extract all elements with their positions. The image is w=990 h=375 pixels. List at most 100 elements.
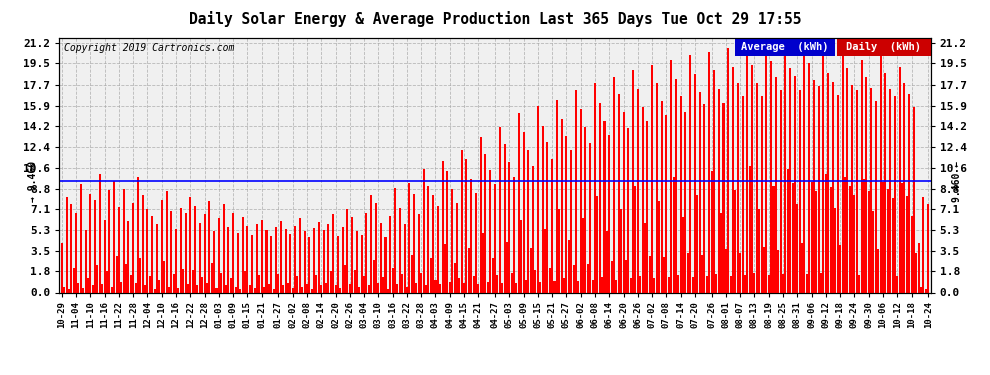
Bar [672,177,674,292]
Bar [758,209,760,292]
Bar [843,177,845,292]
Bar [882,182,884,292]
Bar [587,264,589,292]
Bar [582,219,584,292]
Bar [594,83,596,292]
Bar [680,96,682,292]
Bar [77,283,79,292]
Bar [328,224,330,292]
Bar [867,192,870,292]
Bar [194,206,196,292]
Bar [106,272,108,292]
Bar [653,278,655,292]
Bar [108,190,111,292]
Bar [865,78,867,292]
Bar [658,201,660,292]
Bar [330,272,332,292]
Bar [335,285,337,292]
Bar [928,204,930,292]
Bar [918,243,920,292]
Bar [394,188,396,292]
Bar [544,229,546,292]
Bar [401,274,403,292]
Bar [287,283,289,292]
Bar [346,209,348,292]
Bar [248,285,250,292]
Bar [611,261,613,292]
Bar [735,190,737,292]
Bar [382,277,384,292]
Bar [228,227,230,292]
Bar [699,92,701,292]
Bar [775,78,777,292]
Bar [453,263,455,292]
Bar [128,221,130,292]
Bar [430,258,432,292]
Bar [425,285,427,292]
Bar [851,84,853,292]
Bar [855,90,857,292]
Bar [147,209,148,292]
Bar [606,231,608,292]
Bar [570,150,572,292]
Bar [163,261,165,292]
Bar [360,235,362,292]
Bar [408,183,410,292]
Bar [872,211,874,292]
Bar [458,278,460,292]
Bar [555,100,558,292]
Bar [356,231,358,292]
Bar [311,289,313,292]
Bar [70,204,72,292]
Bar [725,249,727,292]
Bar [304,231,306,292]
Bar [94,200,96,292]
Bar [156,224,158,292]
Bar [470,178,472,292]
Bar [201,277,203,292]
Bar [482,232,484,292]
Bar [75,213,77,292]
Bar [706,276,708,292]
Bar [644,223,645,292]
Bar [911,216,913,292]
Bar [601,277,603,292]
Bar [718,89,720,292]
Bar [277,274,279,292]
Bar [420,273,422,292]
Bar [853,195,855,292]
Bar [237,232,239,292]
Bar [637,89,639,292]
Bar [92,285,94,292]
Bar [270,236,272,292]
Bar [804,47,806,292]
Bar [884,73,886,292]
Text: Average  (kWh): Average (kWh) [741,42,829,52]
Bar [613,78,615,292]
Bar [823,54,825,292]
Bar [148,276,150,292]
Bar [160,200,162,292]
Bar [608,135,610,292]
Bar [537,106,539,292]
Bar [416,283,418,292]
Bar [913,107,915,292]
Bar [145,285,147,292]
Bar [206,283,208,292]
Bar [846,68,848,292]
Bar [399,208,401,292]
Bar [568,240,570,292]
Bar [428,186,430,292]
Bar [553,281,555,292]
Bar [592,280,594,292]
Bar [306,284,308,292]
Bar [808,63,810,292]
Bar [313,228,315,292]
Bar [770,61,772,292]
Bar [392,268,394,292]
Bar [842,52,843,292]
FancyBboxPatch shape [735,38,835,56]
Bar [82,288,84,292]
Bar [316,275,318,292]
Bar [456,203,458,292]
